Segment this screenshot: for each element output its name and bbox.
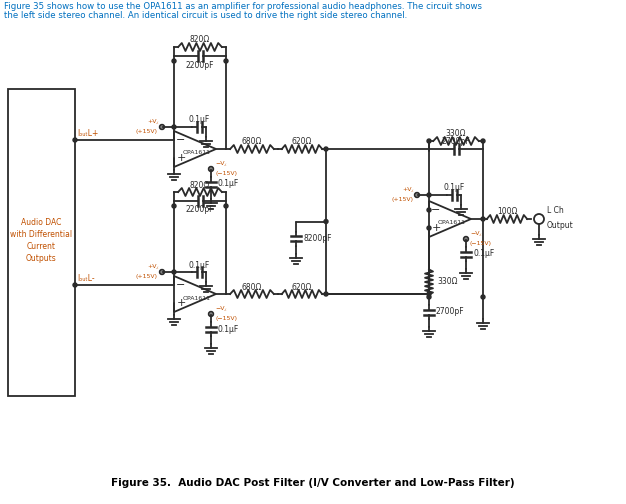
Circle shape [481,295,485,299]
Text: 620Ω: 620Ω [292,138,312,147]
Circle shape [324,147,328,151]
Text: (+15V): (+15V) [136,129,158,134]
Text: +V⁁: +V⁁ [402,187,413,192]
Text: OPA1611: OPA1611 [438,221,466,225]
Circle shape [427,295,431,299]
Text: +: + [177,153,186,163]
Text: Figure 35 shows how to use the OPA1611 as an amplifier for professional audio he: Figure 35 shows how to use the OPA1611 a… [4,2,482,11]
Text: Figure 35.  Audio DAC Post Filter (I/V Converter and Low-Pass Filter): Figure 35. Audio DAC Post Filter (I/V Co… [111,478,515,488]
Circle shape [73,283,77,287]
Text: 0.1µF: 0.1µF [443,183,464,193]
Text: 0.1µF: 0.1µF [473,249,495,259]
Circle shape [324,292,328,296]
Circle shape [427,226,431,230]
Text: 0.1µF: 0.1µF [188,261,210,270]
Text: Audio DAC: Audio DAC [21,218,62,227]
Circle shape [73,138,77,142]
Text: −: − [431,205,441,215]
Text: 680Ω: 680Ω [242,138,262,147]
Text: 0.1µF: 0.1µF [218,179,239,188]
Text: Outputs: Outputs [26,254,57,263]
Circle shape [172,204,176,208]
Text: 330Ω: 330Ω [437,278,458,286]
Circle shape [172,59,176,63]
Text: −V⁁: −V⁁ [215,306,226,311]
Text: IₒᵤₜL-: IₒᵤₜL- [77,274,95,283]
Text: +: + [177,298,186,308]
Text: +V⁁: +V⁁ [147,264,158,269]
Text: 620Ω: 620Ω [292,283,312,291]
Bar [8,89,75,396]
Text: (−15V): (−15V) [215,316,237,321]
Text: with Differential: with Differential [11,230,73,239]
Text: 100Ω: 100Ω [497,208,517,217]
Text: 0.1µF: 0.1µF [188,115,210,124]
Circle shape [427,208,431,212]
Text: Output: Output [547,221,574,230]
Text: OPA1611: OPA1611 [183,295,211,300]
Text: L Ch: L Ch [547,206,564,215]
Text: 2700pF: 2700pF [442,138,470,147]
Text: 8200pF: 8200pF [303,234,332,243]
Text: 2700pF: 2700pF [436,307,464,317]
Text: 0.1µF: 0.1µF [218,325,239,334]
Text: −: − [177,135,186,145]
Circle shape [427,193,431,197]
Circle shape [324,220,328,223]
Circle shape [224,204,228,208]
Text: the left side stereo channel. An identical circuit is used to drive the right si: the left side stereo channel. An identic… [4,11,408,20]
Text: 820Ω: 820Ω [190,35,210,44]
Text: IₒᵤₜL+: IₒᵤₜL+ [77,129,98,138]
Text: Current: Current [27,242,56,251]
Text: 330Ω: 330Ω [446,130,466,139]
Text: OPA1611: OPA1611 [183,151,211,156]
Text: (−15V): (−15V) [470,241,492,246]
Circle shape [427,139,431,143]
Text: 820Ω: 820Ω [190,180,210,190]
Text: 680Ω: 680Ω [242,283,262,291]
Text: 2200pF: 2200pF [186,206,214,215]
Circle shape [481,139,485,143]
Circle shape [224,59,228,63]
Circle shape [481,217,485,221]
Text: −: − [177,280,186,290]
Circle shape [172,270,176,274]
Text: −V⁁: −V⁁ [215,161,226,166]
Text: (−15V): (−15V) [215,171,237,176]
Text: +: + [431,223,441,233]
Text: (+15V): (+15V) [136,274,158,279]
Text: −V⁁: −V⁁ [470,231,481,236]
Text: (+15V): (+15V) [391,197,413,202]
Circle shape [172,125,176,129]
Text: +V⁁: +V⁁ [147,119,158,124]
Text: 2200pF: 2200pF [186,60,214,70]
Circle shape [427,292,431,296]
